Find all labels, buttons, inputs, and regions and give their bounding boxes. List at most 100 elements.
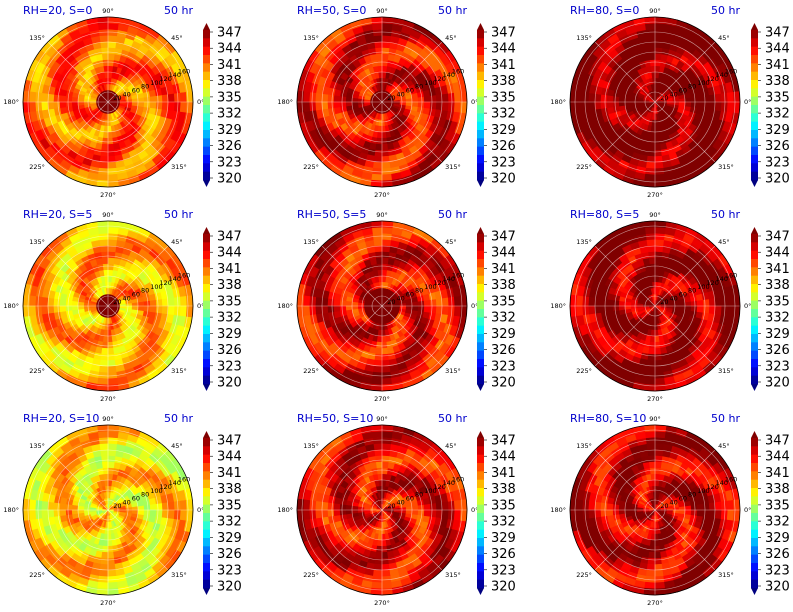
angle-tick-label: 90° — [649, 211, 661, 219]
field-cell — [314, 305, 323, 316]
colorbar-step — [477, 342, 484, 352]
field-cell — [381, 257, 389, 265]
field-cell — [374, 251, 383, 259]
field-cell — [65, 504, 73, 511]
field-cell — [345, 96, 353, 103]
field-cell — [179, 91, 188, 103]
colorbar-step — [751, 334, 758, 343]
colorbar-step — [477, 138, 484, 148]
panel-time-label: 50 hr — [164, 4, 193, 17]
polar-panel: 20 40 60 80 1001201401600°45°90°135°180°225°… — [277, 4, 516, 199]
field-cell — [441, 305, 450, 316]
colorbar-tick-label: 332 — [491, 107, 516, 122]
colorbar-step — [477, 96, 484, 106]
colorbar-step — [203, 171, 210, 181]
field-cell — [351, 301, 359, 307]
field-cell — [654, 269, 661, 277]
field-cell — [696, 305, 704, 313]
angle-tick-label: 315° — [171, 163, 187, 171]
field-cell — [654, 22, 666, 31]
angle-tick-label: 90° — [102, 7, 114, 15]
field-cell — [107, 473, 114, 481]
field-cell — [381, 53, 389, 61]
field-cell — [726, 101, 735, 113]
field-cell — [381, 47, 390, 55]
radial-tick-label: 20 — [387, 94, 395, 102]
field-cell — [376, 131, 383, 139]
angle-tick-label: 90° — [102, 211, 114, 219]
colorbar-tick-label: 338 — [765, 278, 790, 293]
field-cell — [100, 353, 109, 361]
field-cell — [376, 137, 383, 145]
field-cell — [155, 502, 163, 511]
colorbar-step — [203, 105, 210, 114]
field-cell — [302, 295, 311, 307]
colorbar-step — [751, 63, 758, 73]
field-cell — [302, 305, 311, 317]
radial-tick-label: 160 — [452, 67, 464, 75]
field-cell — [143, 509, 151, 516]
panel-time-label: 50 hr — [711, 208, 740, 221]
colorbar-tick-label: 344 — [765, 42, 790, 57]
radial-tick-label: 40 — [122, 294, 130, 302]
field-cell — [647, 251, 656, 259]
panel-title: RH=80, S=5 — [570, 208, 639, 221]
field-cell — [375, 347, 383, 355]
radial-tick-label: 80 — [141, 83, 149, 91]
colorbar-step — [203, 46, 210, 56]
field-cell — [647, 353, 656, 361]
field-cell — [649, 137, 656, 145]
colorbar-step — [751, 325, 758, 335]
colorbar-step — [477, 275, 484, 285]
field-cell — [411, 305, 419, 312]
field-cell — [372, 34, 383, 43]
field-cell — [71, 504, 79, 511]
field-cell — [59, 95, 67, 103]
field-cell — [411, 101, 419, 108]
colorbar-step — [751, 96, 758, 106]
field-cell — [107, 238, 118, 247]
field-cell — [107, 149, 116, 157]
polar-panel: 20 40 60 80 1001201401600°45°90°135°180°225°… — [550, 208, 790, 403]
field-cell — [441, 92, 450, 103]
polar-panel: 20 40 60 80 1001201401600°45°90°135°180°225°… — [3, 4, 242, 199]
angle-tick-label: 315° — [445, 163, 461, 171]
angle-tick-label: 225° — [303, 163, 319, 171]
field-cell — [77, 505, 85, 511]
radial-tick-label: 160 — [452, 271, 464, 279]
field-cell — [98, 365, 109, 374]
field-cell — [102, 131, 109, 139]
field-cell — [381, 77, 386, 85]
field-cell — [103, 329, 109, 337]
field-cell — [167, 296, 176, 307]
field-cell — [59, 503, 67, 511]
field-cell — [381, 59, 388, 67]
field-cell — [314, 296, 323, 307]
field-cell — [102, 335, 109, 343]
colorbar-tick-label: 320 — [765, 172, 790, 187]
field-cell — [53, 502, 61, 511]
field-cell — [149, 305, 157, 313]
field-cell — [377, 125, 383, 133]
field-cell — [417, 305, 425, 312]
colorbar-tick-label: 320 — [491, 376, 516, 391]
field-cell — [107, 281, 112, 289]
colorbar-step — [477, 38, 484, 48]
angle-tick-label: 270° — [374, 395, 390, 403]
colorbar-tick-label: 332 — [491, 311, 516, 326]
field-cell — [702, 305, 710, 314]
colorbar-step — [477, 63, 484, 73]
radial-tick-label: 40 — [396, 90, 404, 98]
colorbar-step — [751, 121, 758, 131]
colorbar-step — [751, 267, 758, 277]
field-cell — [381, 34, 392, 43]
field-cell — [644, 173, 656, 182]
field-cell — [429, 305, 437, 314]
field-cell — [314, 101, 323, 112]
angle-tick-label: 225° — [29, 367, 45, 375]
colorbar-step — [477, 334, 484, 343]
field-cell — [179, 295, 188, 307]
field-cell — [155, 298, 163, 307]
colorbar-step — [203, 325, 210, 335]
field-cell — [107, 377, 119, 386]
